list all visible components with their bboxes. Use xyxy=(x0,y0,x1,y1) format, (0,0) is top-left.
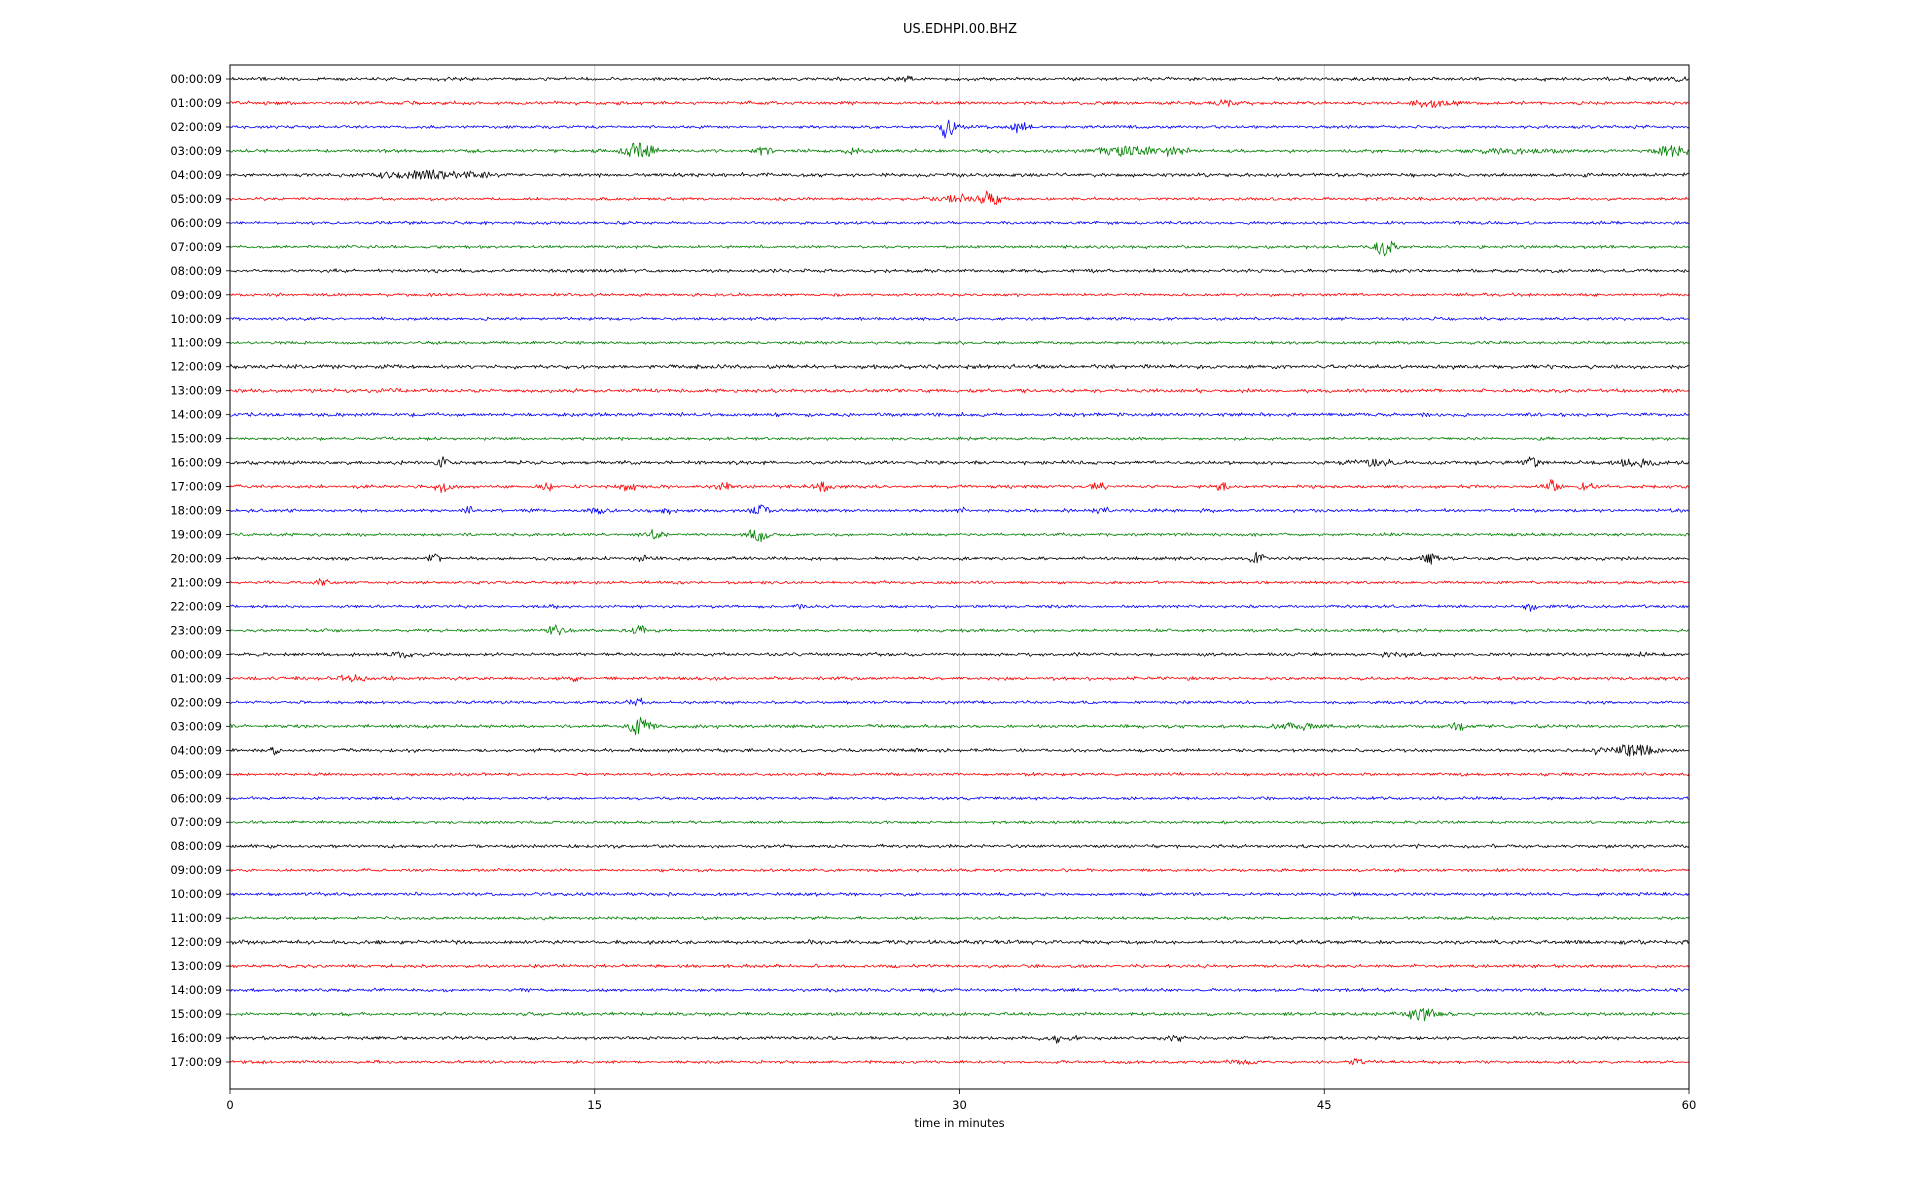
trace-row xyxy=(229,99,1690,108)
y-axis-label: 19:00:09 xyxy=(170,528,222,542)
y-axis-label: 09:00:09 xyxy=(170,863,222,877)
trace-row xyxy=(229,744,1690,757)
trace-row xyxy=(229,268,1690,274)
y-axis-label: 08:00:09 xyxy=(170,839,222,853)
x-axis-label: time in minutes xyxy=(914,1116,1004,1130)
trace-row xyxy=(229,529,1690,543)
y-axis-label: 17:00:09 xyxy=(170,1055,222,1069)
y-axis-label: 01:00:09 xyxy=(170,671,222,685)
y-axis-label: 16:00:09 xyxy=(170,456,222,470)
trace-row xyxy=(229,820,1690,825)
y-axis-label: 03:00:09 xyxy=(170,144,222,158)
y-axis-label: 13:00:09 xyxy=(170,384,222,398)
trace-row xyxy=(229,651,1690,659)
trace-row xyxy=(229,963,1690,969)
y-axis-label: 00:00:09 xyxy=(170,647,222,661)
trace-row xyxy=(229,697,1690,706)
y-axis-label: 07:00:09 xyxy=(170,240,222,254)
y-axis-label: 05:00:09 xyxy=(170,767,222,781)
trace-row xyxy=(229,119,1690,139)
trace-row xyxy=(229,1034,1690,1044)
trace-row xyxy=(229,387,1690,394)
trace-row xyxy=(229,624,1690,636)
y-axis-label: 06:00:09 xyxy=(170,216,222,230)
y-axis-label: 02:00:09 xyxy=(170,695,222,709)
trace-row xyxy=(229,75,1690,83)
y-axis-label: 21:00:09 xyxy=(170,575,222,589)
x-tick-label: 45 xyxy=(1317,1098,1332,1112)
y-axis-label: 15:00:09 xyxy=(170,1007,222,1021)
trace-row xyxy=(229,674,1690,683)
y-axis-label: 17:00:09 xyxy=(170,480,222,494)
trace-row xyxy=(229,456,1690,468)
y-axis-label: 03:00:09 xyxy=(170,719,222,733)
y-axis-label: 22:00:09 xyxy=(170,599,222,613)
y-axis-label: 09:00:09 xyxy=(170,288,222,302)
y-axis-label: 16:00:09 xyxy=(170,1031,222,1045)
x-tick-label: 60 xyxy=(1682,1098,1697,1112)
trace-row xyxy=(229,363,1690,370)
y-axis-label: 11:00:09 xyxy=(170,336,222,350)
y-axis-label: 14:00:09 xyxy=(170,408,222,422)
y-axis-label: 04:00:09 xyxy=(170,743,222,757)
trace-row xyxy=(229,867,1690,873)
trace-row xyxy=(229,504,1690,515)
trace-row xyxy=(229,1058,1690,1066)
trace-row xyxy=(229,340,1690,346)
y-axis-label: 18:00:09 xyxy=(170,504,222,518)
trace-row xyxy=(229,190,1690,205)
trace-row xyxy=(229,436,1690,441)
y-axis-label: 12:00:09 xyxy=(170,360,222,374)
y-axis-label: 12:00:09 xyxy=(170,935,222,949)
trace-row xyxy=(230,551,1690,565)
trace-row xyxy=(229,915,1690,921)
trace-row xyxy=(230,603,1689,612)
y-axis-label: 11:00:09 xyxy=(170,911,222,925)
trace-row xyxy=(229,478,1690,494)
trace-row xyxy=(229,169,1690,180)
trace-row xyxy=(229,987,1690,993)
y-axis-label: 02:00:09 xyxy=(170,120,222,134)
y-axis-label: 15:00:09 xyxy=(170,432,222,446)
trace-row xyxy=(229,772,1690,777)
chart-title: US.EDHPI.00.BHZ xyxy=(903,22,1017,37)
trace-row xyxy=(229,316,1689,322)
y-axis-label: 20:00:09 xyxy=(170,552,222,566)
trace-row xyxy=(229,795,1690,801)
x-tick-label: 0 xyxy=(226,1098,233,1112)
trace-row xyxy=(229,843,1690,849)
y-axis-label: 07:00:09 xyxy=(170,815,222,829)
trace-row xyxy=(229,891,1690,897)
trace-row xyxy=(229,220,1690,226)
y-axis-label: 10:00:09 xyxy=(170,312,222,326)
y-axis-label: 10:00:09 xyxy=(170,887,222,901)
y-axis-label: 01:00:09 xyxy=(170,96,222,110)
trace-row xyxy=(229,716,1690,736)
trace-row xyxy=(229,578,1690,586)
y-axis-label: 14:00:09 xyxy=(170,983,222,997)
y-axis-label: 06:00:09 xyxy=(170,791,222,805)
trace-row xyxy=(229,142,1690,158)
y-axis-label: 05:00:09 xyxy=(170,192,222,206)
y-axis-label: 08:00:09 xyxy=(170,264,222,278)
trace-row xyxy=(229,411,1690,418)
x-tick-label: 30 xyxy=(952,1098,967,1112)
trace-row xyxy=(229,1008,1689,1022)
trace-row xyxy=(229,292,1690,298)
y-axis-label: 13:00:09 xyxy=(170,959,222,973)
trace-row xyxy=(230,939,1690,945)
y-axis-label: 23:00:09 xyxy=(170,623,222,637)
y-axis-label: 04:00:09 xyxy=(170,168,222,182)
y-axis-label: 00:00:09 xyxy=(170,72,222,86)
trace-row xyxy=(229,240,1690,257)
x-tick-label: 15 xyxy=(587,1098,602,1112)
